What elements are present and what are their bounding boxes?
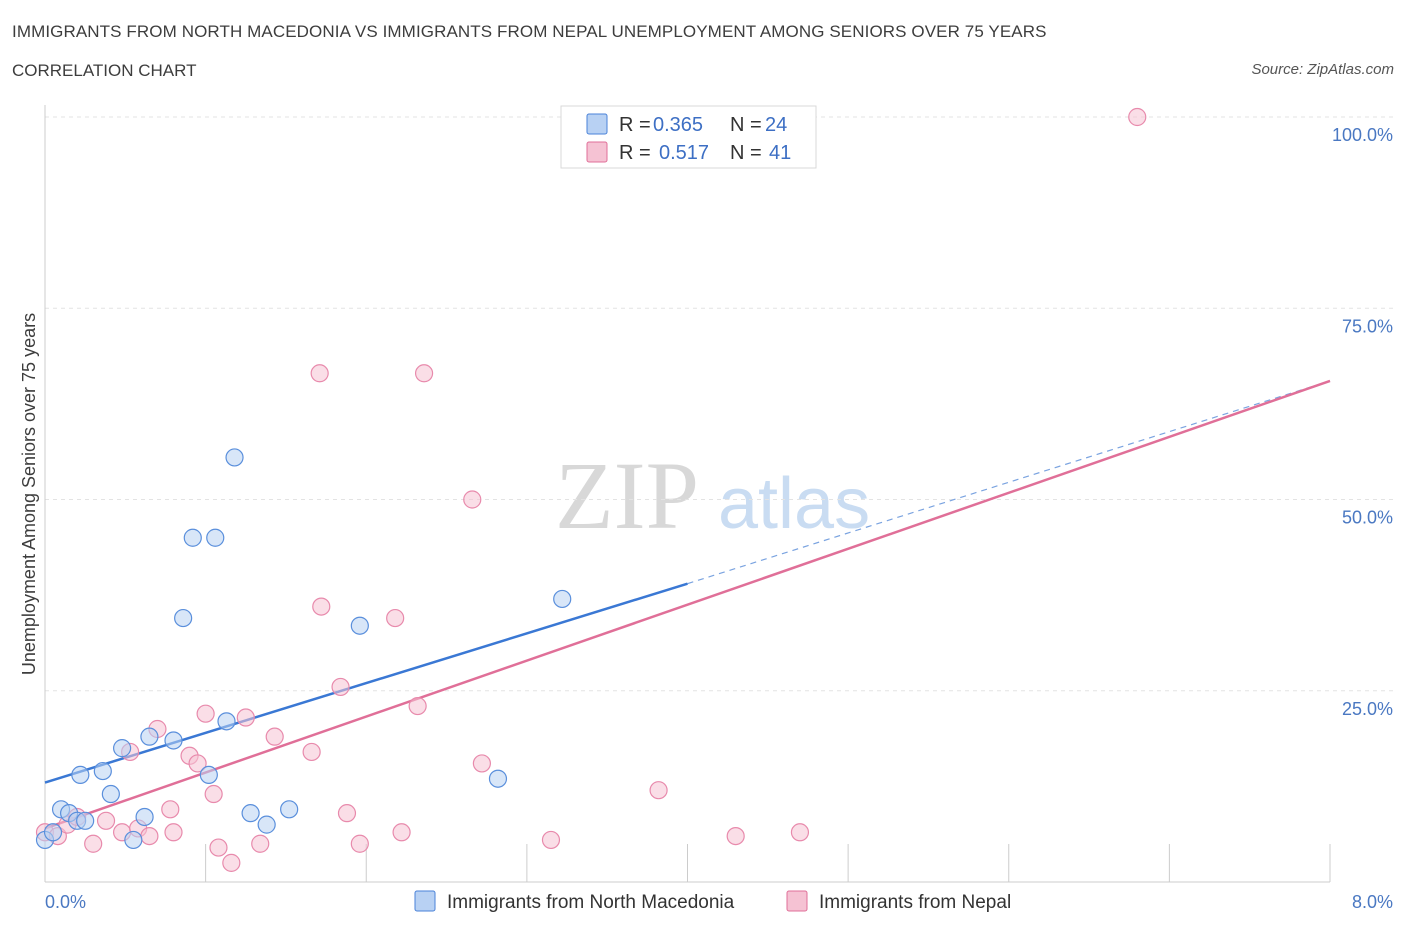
point-nepal xyxy=(140,826,159,846)
y-axis-label: Unemployment Among Seniors over 75 years xyxy=(19,313,39,675)
point-north-macedonia xyxy=(76,811,95,830)
legend-n-value-2: 41 xyxy=(769,142,791,164)
y-tick-label: 75.0% xyxy=(1342,316,1393,336)
source-label: Source: ZipAtlas.com xyxy=(1251,61,1394,78)
point-nepal xyxy=(392,823,411,842)
point-north-macedonia xyxy=(43,823,63,842)
point-nepal xyxy=(251,834,270,853)
point-nepal xyxy=(204,784,223,804)
trend-line-north-macedonia-extension xyxy=(687,380,1331,585)
bottom-legend-label-north-macedonia: Immigrants from North Macedonia xyxy=(447,892,735,913)
legend-r-label-2: R = xyxy=(619,142,651,164)
legend-r-value-2: 0.517 xyxy=(659,142,709,164)
correlation-legend: R = 0.365 N = 24 R = 0.517 N = 41 xyxy=(560,105,817,169)
point-north-macedonia xyxy=(101,784,120,804)
point-north-macedonia xyxy=(140,727,159,746)
x-tick-label-max: 8.0% xyxy=(1352,892,1393,912)
chart-subtitle: CORRELATION CHART xyxy=(12,61,197,80)
trend-lines xyxy=(44,379,1331,830)
point-nepal xyxy=(331,677,350,697)
point-nepal xyxy=(188,754,207,773)
point-north-macedonia xyxy=(488,769,508,788)
legend-n-label-2: N = xyxy=(730,142,762,164)
legend-n-value-1: 24 xyxy=(765,114,787,136)
point-nepal xyxy=(790,823,810,842)
y-tick-label: 25.0% xyxy=(1342,699,1393,719)
point-nepal xyxy=(209,838,228,857)
bottom-legend-swatch-nepal xyxy=(786,890,808,912)
point-nepal xyxy=(84,834,103,853)
point-nepal xyxy=(302,742,321,762)
tick-labels: 25.0% 50.0% 75.0% 100.0% 0.0% 8.0% xyxy=(45,125,1393,912)
point-nepal xyxy=(96,811,116,830)
gridlines xyxy=(45,116,1395,692)
point-north-macedonia xyxy=(112,739,132,758)
point-nepal xyxy=(265,727,284,746)
y-tick-label: 50.0% xyxy=(1342,508,1393,528)
point-nepal xyxy=(463,490,482,509)
chart-title: IMMIGRANTS FROM NORTH MACEDONIA VS IMMIG… xyxy=(12,22,1047,41)
point-north-macedonia xyxy=(174,608,193,628)
trend-line-north-macedonia xyxy=(44,582,688,784)
point-nepal xyxy=(236,708,255,727)
watermark-zip: ZIP xyxy=(555,442,699,549)
point-north-macedonia xyxy=(183,528,202,547)
point-north-macedonia xyxy=(350,616,369,635)
point-nepal xyxy=(350,834,369,853)
legend-n-label-1: N = xyxy=(730,114,762,136)
legend-swatch-nepal xyxy=(586,141,608,163)
legend-swatch-north-macedonia xyxy=(586,113,608,135)
point-north-macedonia xyxy=(225,448,244,467)
axes xyxy=(44,105,1331,883)
bottom-legend-swatch-north-macedonia xyxy=(414,890,436,912)
point-nepal xyxy=(649,781,668,800)
point-nepal xyxy=(310,364,329,383)
point-north-macedonia xyxy=(164,731,183,750)
point-north-macedonia xyxy=(93,761,112,781)
series-legend: Immigrants from North Macedonia Immigran… xyxy=(414,890,1011,913)
y-tick-label: 100.0% xyxy=(1332,125,1393,145)
point-north-macedonia xyxy=(124,830,143,850)
point-nepal xyxy=(726,826,745,846)
point-nepal xyxy=(164,823,183,842)
watermark-atlas: atlas xyxy=(718,464,870,544)
point-nepal xyxy=(312,597,331,616)
point-north-macedonia xyxy=(206,528,225,547)
point-north-macedonia xyxy=(217,712,236,731)
point-north-macedonia xyxy=(135,807,154,827)
point-nepal xyxy=(1128,107,1147,127)
data-points xyxy=(35,107,1147,872)
legend-r-label-1: R = xyxy=(619,114,651,136)
point-nepal xyxy=(414,364,434,383)
legend-r-value-1: 0.365 xyxy=(653,114,703,136)
trend-line-nepal xyxy=(44,379,1331,830)
point-nepal xyxy=(222,853,241,872)
point-nepal xyxy=(386,608,405,628)
point-north-macedonia xyxy=(241,804,260,823)
point-north-macedonia xyxy=(553,589,572,609)
point-north-macedonia xyxy=(280,800,299,819)
point-nepal xyxy=(472,754,491,773)
point-nepal xyxy=(408,696,427,716)
point-north-macedonia xyxy=(71,765,90,785)
point-nepal xyxy=(337,804,357,823)
point-nepal xyxy=(541,830,561,850)
point-nepal xyxy=(161,800,180,819)
x-tick-label-min: 0.0% xyxy=(45,892,86,912)
point-north-macedonia xyxy=(199,765,218,785)
point-nepal xyxy=(196,704,215,723)
bottom-legend-label-nepal: Immigrants from Nepal xyxy=(819,892,1011,913)
point-north-macedonia xyxy=(257,815,276,834)
